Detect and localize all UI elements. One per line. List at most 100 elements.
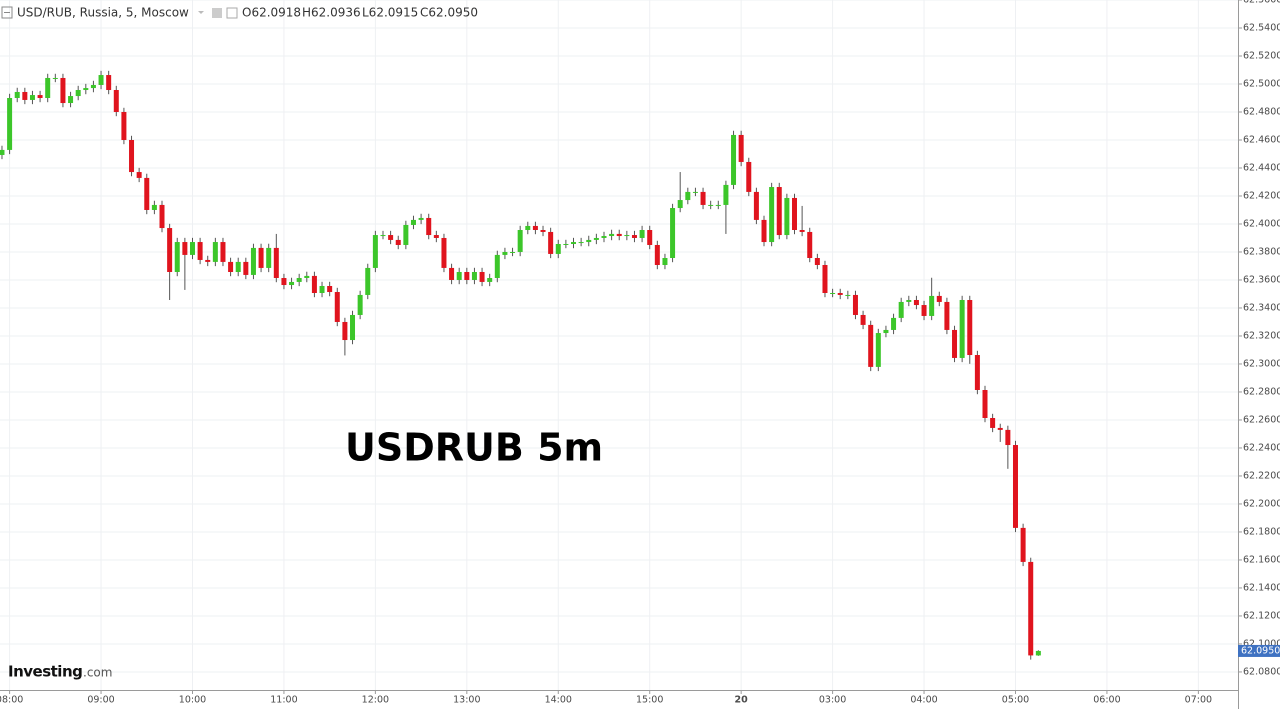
- y-tick-label: 62.1600: [1243, 554, 1280, 565]
- candle-body: [357, 294, 363, 315]
- x-tick-label: 11:00: [270, 695, 297, 706]
- candle-body: [289, 281, 295, 286]
- y-tick-label: 62.2400: [1243, 442, 1280, 453]
- candle-body: [548, 231, 554, 254]
- x-tick-label: 04:00: [910, 695, 937, 706]
- candle-body: [479, 271, 485, 282]
- candle-body: [449, 267, 455, 280]
- x-tick-label: 12:00: [362, 695, 389, 706]
- candle-body: [723, 184, 729, 205]
- dropdown-icon[interactable]: [198, 11, 204, 14]
- candle-body: [433, 235, 439, 238]
- candle-body: [631, 235, 637, 238]
- y-tick-label: 62.3800: [1243, 246, 1280, 257]
- candle-body: [29, 95, 35, 100]
- candle-body: [83, 88, 89, 91]
- candle-body: [22, 91, 28, 100]
- candle-body: [52, 77, 58, 79]
- x-tick-label: 07:00: [1185, 695, 1212, 706]
- candle-body: [1005, 429, 1011, 446]
- candle-body: [365, 267, 371, 295]
- candle-body: [929, 295, 935, 316]
- x-tick-label: 20: [735, 695, 749, 706]
- candles: [0, 70, 1041, 660]
- candle-body: [174, 242, 180, 272]
- candle-body: [228, 261, 234, 272]
- candle-body: [68, 96, 74, 104]
- candle-body: [372, 235, 378, 268]
- candle-body: [121, 111, 127, 140]
- hide-icon[interactable]: [226, 7, 238, 19]
- x-tick-label: 09:00: [87, 695, 114, 706]
- candle-body: [959, 299, 965, 358]
- y-tick-label: 62.0800: [1243, 666, 1280, 677]
- candle-body: [471, 271, 477, 280]
- y-tick-label: 62.1800: [1243, 526, 1280, 537]
- candle-body: [75, 90, 81, 97]
- candle-body: [380, 235, 386, 237]
- candle-body: [791, 197, 797, 230]
- candle-body: [212, 242, 218, 262]
- candle-body: [738, 134, 744, 162]
- y-tick-label: 62.4000: [1243, 218, 1280, 229]
- settings-icon[interactable]: [212, 8, 222, 18]
- candle-body: [891, 317, 897, 330]
- candle-body: [205, 259, 211, 262]
- candle-body: [761, 219, 767, 243]
- x-tick-label: 15:00: [636, 695, 663, 706]
- candle-body: [555, 243, 561, 254]
- y-tick-label: 62.5400: [1243, 22, 1280, 33]
- candle-body: [830, 292, 836, 294]
- candle-body: [982, 390, 988, 419]
- candle-body: [670, 208, 676, 258]
- x-tick-label: 08:00: [0, 695, 23, 706]
- candle-body: [776, 187, 782, 236]
- y-tick-label: 62.3600: [1243, 274, 1280, 285]
- candle-body: [494, 254, 500, 279]
- symbol: USD/RUB, Russia, 5, Moscow: [17, 6, 189, 20]
- candle-body: [677, 200, 683, 209]
- candle-body: [593, 237, 599, 240]
- candle-body: [220, 242, 226, 262]
- candle-body: [510, 251, 516, 253]
- candle-body: [990, 418, 996, 428]
- candle-body: [182, 242, 188, 255]
- candle-body: [578, 242, 584, 244]
- candle-body: [753, 191, 759, 220]
- candle-body: [296, 278, 302, 282]
- candle-body: [129, 139, 135, 173]
- candle-body: [837, 292, 843, 295]
- candle-body: [883, 329, 889, 334]
- candle-body: [273, 247, 279, 279]
- y-tick-label: 62.1200: [1243, 610, 1280, 621]
- logo-domain: .com: [83, 666, 112, 680]
- candle-body: [1012, 445, 1018, 528]
- candle-body: [113, 90, 119, 112]
- candle-body: [456, 271, 462, 280]
- candle-body: [136, 172, 142, 178]
- candle-body: [159, 204, 165, 229]
- candle-body: [441, 237, 447, 268]
- candle-body: [426, 217, 432, 236]
- y-tick-label: 62.3000: [1243, 358, 1280, 369]
- candle-body: [487, 278, 493, 282]
- last-price-label: 62.0950: [1241, 645, 1280, 656]
- candle-body: [167, 228, 173, 272]
- candle-body: [647, 230, 653, 245]
- x-tick-label: 13:00: [453, 695, 480, 706]
- ohlc-open: O62.0918: [242, 6, 301, 20]
- collapse-icon[interactable]: [1, 6, 13, 19]
- candle-body: [921, 305, 927, 316]
- candle-body: [540, 230, 546, 232]
- candle-body: [350, 314, 356, 341]
- candle-body: [532, 225, 538, 230]
- candle-body: [502, 251, 508, 255]
- candle-body: [189, 242, 195, 255]
- annotation: USDRUB 5m: [345, 426, 603, 470]
- candle-body: [106, 75, 112, 91]
- candle-body: [769, 187, 775, 243]
- candle-body: [586, 239, 592, 243]
- candle-body: [0, 149, 5, 155]
